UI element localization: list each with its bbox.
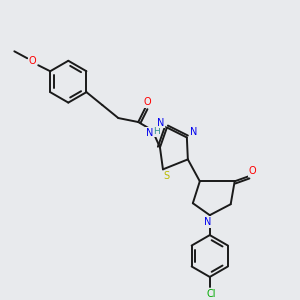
Text: O: O <box>28 56 36 66</box>
Text: O: O <box>249 166 256 176</box>
Text: S: S <box>163 171 169 181</box>
Text: N: N <box>157 118 165 128</box>
Text: N: N <box>146 128 153 138</box>
Text: O: O <box>143 97 151 107</box>
Text: N: N <box>190 128 197 137</box>
Text: N: N <box>204 217 212 227</box>
Text: Cl: Cl <box>206 289 215 299</box>
Text: H: H <box>153 128 160 136</box>
